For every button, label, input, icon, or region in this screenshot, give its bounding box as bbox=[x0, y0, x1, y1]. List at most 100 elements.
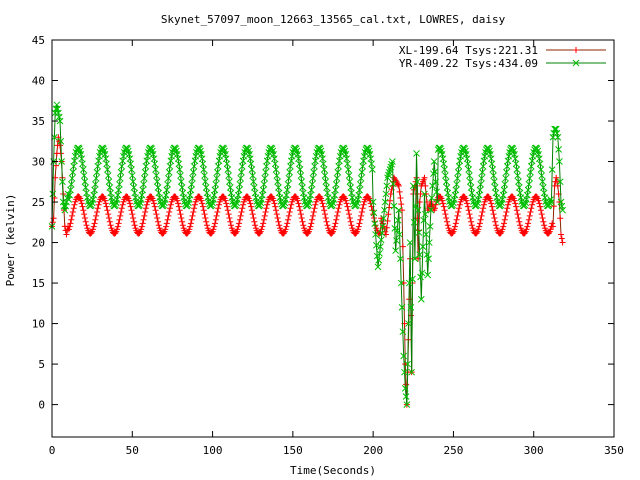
data-point bbox=[401, 385, 409, 392]
data-point bbox=[437, 194, 444, 201]
data-point bbox=[198, 197, 205, 204]
data-point bbox=[527, 168, 534, 176]
data-point bbox=[527, 208, 534, 215]
data-point bbox=[473, 201, 481, 209]
data-point bbox=[475, 226, 482, 233]
data-point bbox=[101, 197, 108, 204]
data-point bbox=[322, 215, 329, 222]
data-point bbox=[235, 186, 243, 194]
data-point bbox=[417, 190, 424, 197]
data-point bbox=[354, 226, 361, 233]
data-point bbox=[552, 125, 560, 133]
data-point bbox=[324, 222, 331, 229]
data-point bbox=[250, 178, 257, 185]
data-point bbox=[449, 229, 456, 236]
data-point bbox=[487, 197, 494, 204]
data-point bbox=[535, 197, 542, 204]
data-point bbox=[423, 251, 431, 259]
data-point bbox=[442, 178, 450, 185]
data-point bbox=[71, 201, 78, 208]
data-point bbox=[140, 180, 147, 188]
data-point bbox=[497, 201, 505, 209]
data-point bbox=[188, 180, 196, 188]
data-point bbox=[131, 222, 138, 229]
data-point bbox=[355, 223, 362, 230]
data-point bbox=[116, 216, 123, 223]
data-point bbox=[444, 218, 451, 225]
data-point bbox=[69, 212, 76, 219]
data-point bbox=[322, 178, 330, 185]
data-point bbox=[403, 381, 410, 388]
data-point bbox=[224, 207, 231, 214]
data-point bbox=[247, 160, 255, 168]
data-point bbox=[214, 162, 222, 170]
data-point bbox=[154, 215, 161, 222]
data-point bbox=[538, 211, 545, 218]
data-point bbox=[320, 203, 327, 210]
data-point bbox=[208, 229, 215, 236]
data-point bbox=[103, 160, 110, 168]
data-point bbox=[346, 215, 353, 222]
data-point bbox=[359, 205, 366, 212]
data-point bbox=[199, 200, 206, 207]
data-point bbox=[61, 206, 69, 214]
data-point bbox=[178, 184, 186, 191]
data-point bbox=[299, 184, 306, 191]
data-point bbox=[553, 178, 560, 185]
data-point bbox=[115, 186, 122, 194]
data-point bbox=[437, 145, 444, 153]
data-point bbox=[202, 184, 210, 191]
data-point bbox=[378, 229, 386, 237]
data-point bbox=[513, 166, 521, 173]
data-point bbox=[356, 186, 363, 194]
data-point bbox=[246, 197, 253, 204]
data-point bbox=[443, 184, 451, 191]
data-point bbox=[164, 180, 171, 188]
data-point bbox=[516, 218, 523, 225]
data-point bbox=[328, 201, 336, 209]
data-point bbox=[399, 243, 406, 250]
data-point bbox=[54, 105, 61, 113]
data-point bbox=[91, 186, 98, 194]
data-point bbox=[57, 142, 64, 149]
data-point bbox=[399, 207, 406, 214]
data-point bbox=[311, 162, 318, 170]
data-point bbox=[440, 160, 448, 168]
data-point bbox=[79, 160, 86, 168]
data-point bbox=[452, 220, 459, 227]
data-point bbox=[104, 166, 111, 173]
data-point bbox=[215, 205, 222, 212]
data-point bbox=[312, 201, 319, 208]
y-tick-label: 20 bbox=[32, 237, 45, 250]
data-point bbox=[557, 215, 564, 222]
data-point bbox=[248, 166, 256, 173]
data-point bbox=[515, 215, 522, 222]
data-point bbox=[200, 166, 208, 173]
data-point bbox=[320, 166, 328, 173]
data-point bbox=[307, 223, 314, 230]
data-point bbox=[238, 208, 245, 215]
data-point bbox=[237, 174, 245, 182]
data-point bbox=[466, 211, 473, 218]
data-point bbox=[187, 220, 194, 227]
data-point bbox=[397, 194, 404, 201]
legend-label: XL-199.64 Tsys:221.31 bbox=[399, 44, 538, 57]
data-point bbox=[272, 203, 279, 210]
data-point bbox=[330, 226, 337, 233]
data-point bbox=[360, 201, 367, 208]
data-point bbox=[232, 201, 240, 209]
data-point bbox=[488, 160, 496, 168]
data-point bbox=[382, 190, 390, 198]
data-point bbox=[461, 145, 469, 153]
data-point bbox=[463, 197, 470, 204]
data-point bbox=[525, 220, 532, 227]
data-point bbox=[236, 180, 244, 188]
data-point bbox=[88, 229, 95, 236]
data-point bbox=[202, 215, 209, 222]
data-point bbox=[559, 206, 566, 214]
data-point bbox=[295, 160, 303, 168]
data-point bbox=[485, 194, 492, 201]
data-point bbox=[268, 145, 276, 153]
data-point bbox=[153, 172, 160, 179]
